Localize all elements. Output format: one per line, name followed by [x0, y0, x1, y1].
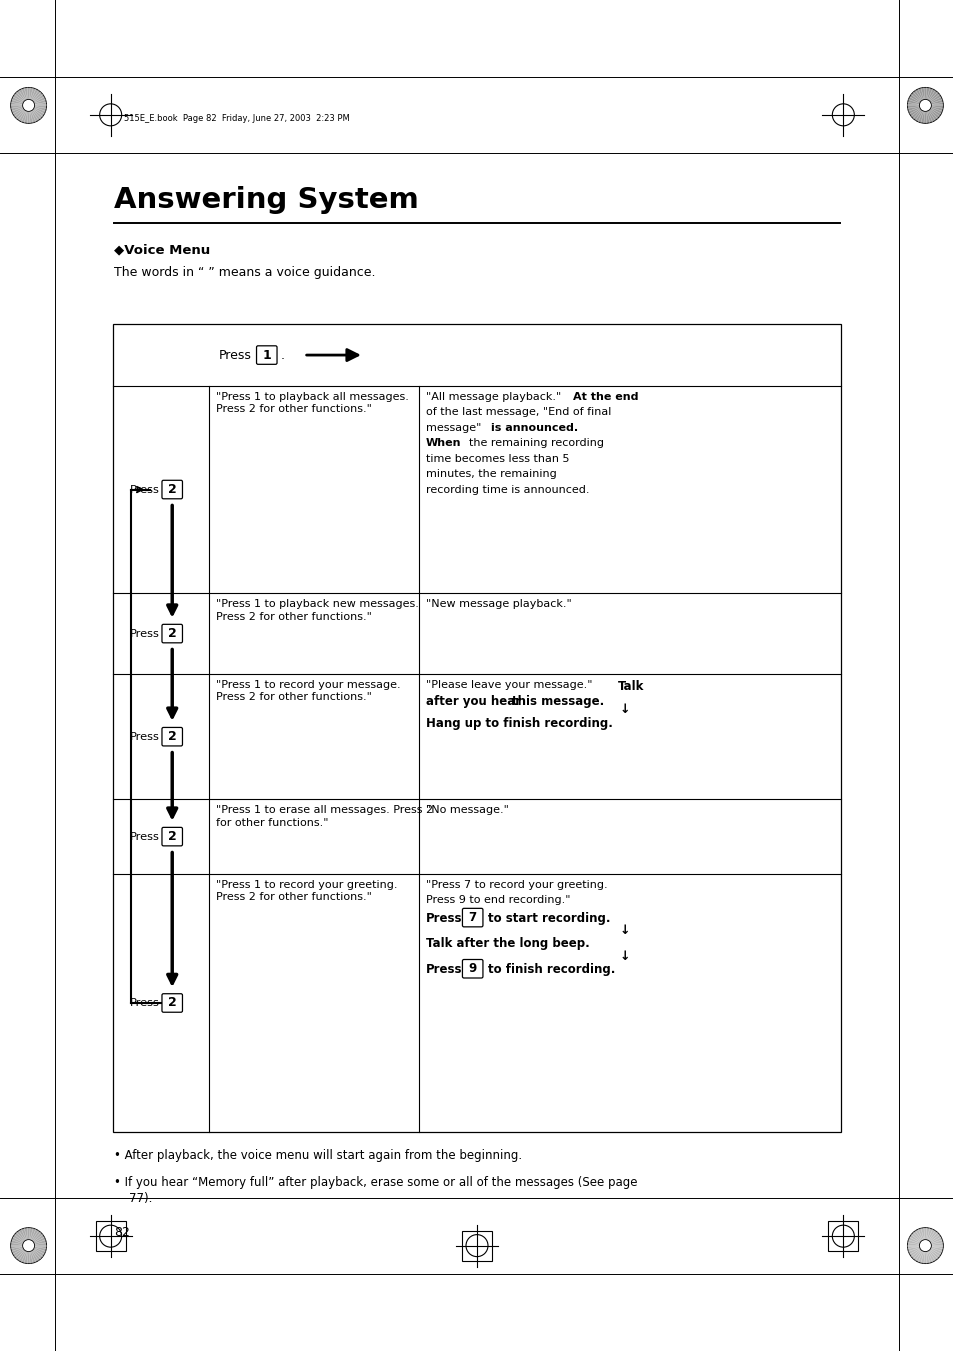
Text: is announced.: is announced. [490, 423, 578, 432]
Text: the remaining recording: the remaining recording [468, 438, 603, 449]
Text: time becomes less than 5: time becomes less than 5 [425, 454, 569, 463]
Text: The words in “ ” means a voice guidance.: The words in “ ” means a voice guidance. [114, 266, 375, 280]
FancyBboxPatch shape [256, 346, 276, 365]
Circle shape [919, 1240, 930, 1251]
Text: 77).: 77). [129, 1192, 152, 1205]
Bar [827, 1221, 858, 1251]
Text: Press: Press [425, 963, 461, 975]
FancyBboxPatch shape [162, 481, 182, 499]
Text: Press: Press [131, 998, 160, 1008]
Text: "New message playback.": "New message playback." [425, 600, 571, 609]
FancyBboxPatch shape [462, 908, 482, 927]
Text: 2: 2 [168, 627, 176, 640]
Text: ↓: ↓ [619, 950, 630, 962]
Text: 82: 82 [114, 1225, 131, 1239]
Text: • If you hear “Memory full” after playback, erase some or all of the messages (S: • If you hear “Memory full” after playba… [114, 1177, 638, 1189]
Bar [95, 1221, 126, 1251]
Circle shape [919, 100, 930, 111]
Circle shape [10, 1228, 47, 1263]
Text: 515E_E.book  Page 82  Friday, June 27, 2003  2:23 PM: 515E_E.book Page 82 Friday, June 27, 200… [124, 115, 350, 123]
Bar [461, 1231, 492, 1260]
Text: message": message" [425, 423, 480, 432]
Text: Press 9 to end recording.": Press 9 to end recording." [425, 896, 570, 905]
Text: to start recording.: to start recording. [487, 912, 610, 924]
Text: 2: 2 [168, 484, 176, 496]
FancyBboxPatch shape [162, 624, 182, 643]
Text: Talk: Talk [617, 680, 643, 693]
Text: Press: Press [131, 832, 160, 842]
Text: after you hear: after you hear [425, 696, 524, 708]
Text: "Press 1 to erase all messages. Press 2
for other functions.": "Press 1 to erase all messages. Press 2 … [215, 805, 433, 828]
Text: 9: 9 [468, 962, 476, 975]
Text: Press: Press [131, 485, 160, 494]
Text: Answering System: Answering System [114, 186, 418, 213]
Circle shape [906, 88, 943, 123]
Bar [112, 324, 841, 1132]
Text: this message.: this message. [511, 696, 603, 708]
Circle shape [906, 1228, 943, 1263]
Text: recording time is announced.: recording time is announced. [425, 485, 589, 494]
Text: At the end: At the end [572, 392, 638, 401]
FancyBboxPatch shape [162, 994, 182, 1012]
Text: "Press 1 to record your greeting.
Press 2 for other functions.": "Press 1 to record your greeting. Press … [215, 880, 396, 902]
Text: "No message.": "No message." [425, 805, 508, 816]
FancyBboxPatch shape [162, 827, 182, 846]
Text: "All message playback.": "All message playback." [425, 392, 560, 401]
FancyBboxPatch shape [462, 959, 482, 978]
Text: Press: Press [131, 628, 160, 639]
Text: Talk after the long beep.: Talk after the long beep. [425, 938, 589, 950]
Text: 7: 7 [468, 911, 476, 924]
Circle shape [10, 88, 47, 123]
Circle shape [23, 100, 34, 111]
Text: 2: 2 [168, 830, 176, 843]
Text: .: . [280, 349, 285, 362]
Text: to finish recording.: to finish recording. [487, 963, 615, 975]
Text: Hang up to finish recording.: Hang up to finish recording. [425, 717, 612, 730]
Text: Press: Press [131, 732, 160, 742]
Text: 2: 2 [168, 730, 176, 743]
Text: minutes, the remaining: minutes, the remaining [425, 469, 556, 480]
Text: Press: Press [425, 912, 461, 924]
Circle shape [23, 1240, 34, 1251]
Text: • After playback, the voice menu will start again from the beginning.: • After playback, the voice menu will st… [114, 1150, 522, 1162]
Text: of the last message, "End of final: of the last message, "End of final [425, 408, 611, 417]
FancyBboxPatch shape [162, 727, 182, 746]
Text: 2: 2 [168, 997, 176, 1009]
Text: "Press 7 to record your greeting.: "Press 7 to record your greeting. [425, 880, 607, 890]
Text: 1: 1 [262, 349, 271, 362]
Text: ◆Voice Menu: ◆Voice Menu [114, 243, 211, 257]
Text: "Press 1 to record your message.
Press 2 for other functions.": "Press 1 to record your message. Press 2… [215, 680, 400, 703]
Text: Press: Press [218, 349, 252, 362]
Text: "Press 1 to playback all messages.
Press 2 for other functions.": "Press 1 to playback all messages. Press… [215, 392, 408, 415]
Text: ↓: ↓ [619, 704, 630, 716]
Text: "Please leave your message.": "Please leave your message." [425, 680, 592, 690]
Text: When: When [425, 438, 460, 449]
Text: "Press 1 to playback new messages.
Press 2 for other functions.": "Press 1 to playback new messages. Press… [215, 600, 418, 621]
Text: ↓: ↓ [619, 924, 630, 938]
